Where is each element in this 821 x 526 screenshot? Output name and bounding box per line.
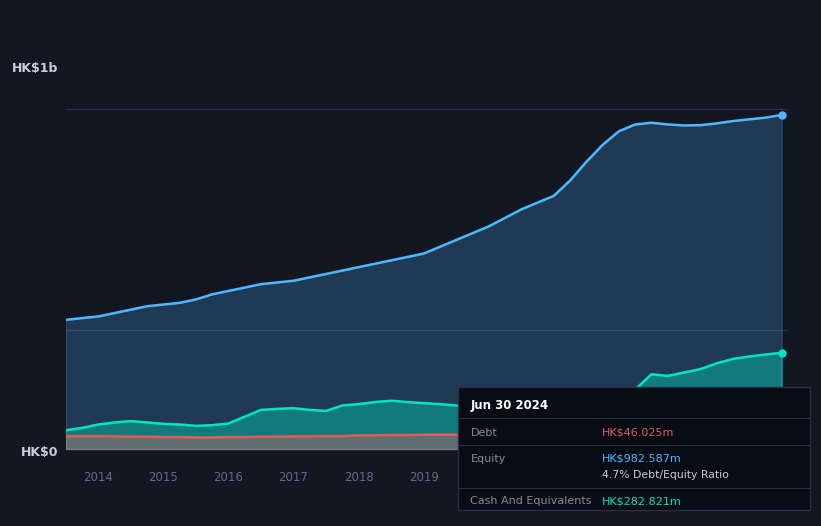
Text: 2021: 2021 [539,471,569,484]
Text: 2018: 2018 [344,471,374,484]
Text: HK$1b: HK$1b [12,62,58,75]
Text: Cash And Equivalents: Cash And Equivalents [470,496,592,506]
Text: Jun 30 2024: Jun 30 2024 [470,399,548,412]
Text: Equity: Equity [470,453,506,463]
Text: 2024: 2024 [734,471,764,484]
Text: HK$982.587m: HK$982.587m [602,453,681,463]
Text: HK$282.821m: HK$282.821m [602,496,681,506]
Text: 2014: 2014 [83,471,113,484]
Text: 4.7% Debt/Equity Ratio: 4.7% Debt/Equity Ratio [602,470,729,480]
Text: 2017: 2017 [278,471,309,484]
Text: 2015: 2015 [149,471,178,484]
Text: 2023: 2023 [669,471,699,484]
Text: 2016: 2016 [213,471,243,484]
Text: Debt: Debt [470,428,498,438]
Text: 2020: 2020 [474,471,503,484]
Text: 2022: 2022 [604,471,634,484]
Text: HK$0: HK$0 [21,446,58,459]
Text: HK$46.025m: HK$46.025m [602,428,674,438]
Text: 2019: 2019 [409,471,438,484]
